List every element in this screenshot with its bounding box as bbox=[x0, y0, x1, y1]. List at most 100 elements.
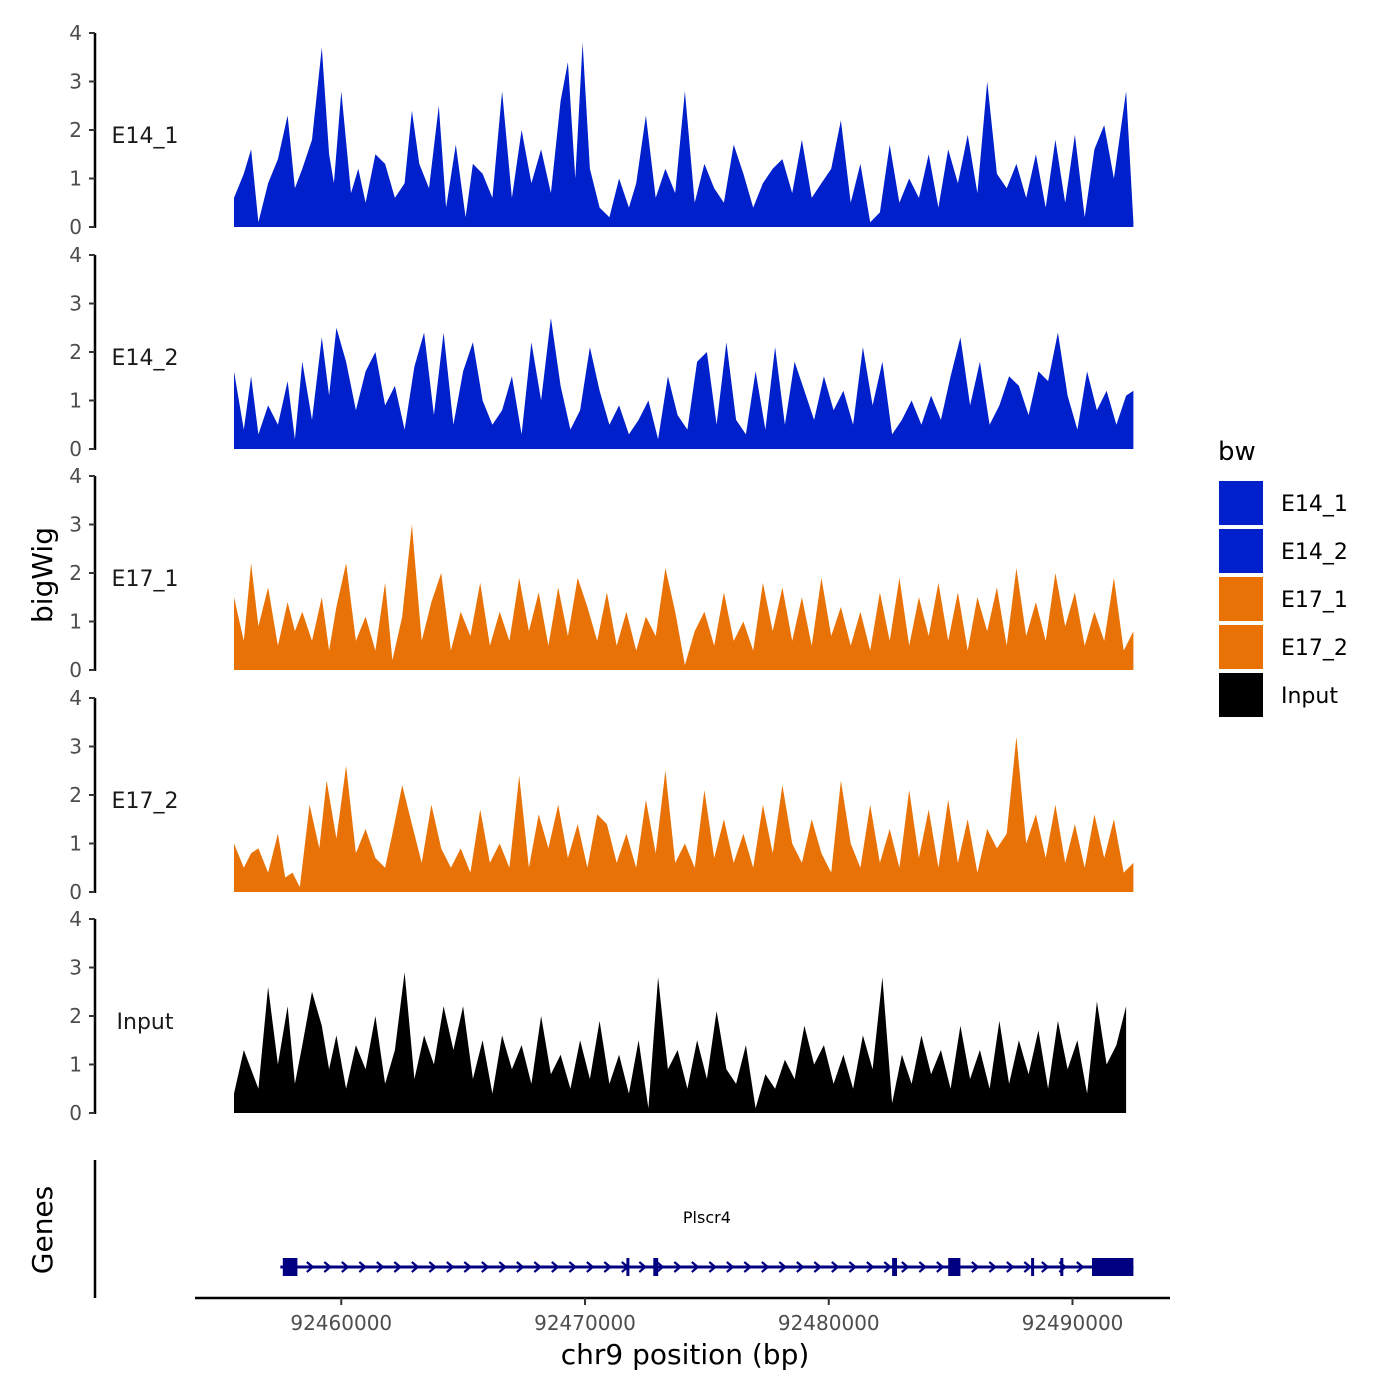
strand-arrow bbox=[323, 1261, 333, 1273]
area-Input bbox=[234, 972, 1127, 1113]
y-tick-label: 4 bbox=[69, 464, 82, 488]
track-label: E14_1 bbox=[112, 124, 179, 149]
strand-arrow bbox=[1041, 1261, 1050, 1273]
track-Input: 0 1 2 3 4 Input bbox=[69, 907, 1127, 1125]
strand-arrow bbox=[358, 1261, 368, 1273]
y-tick-label: 4 bbox=[69, 907, 82, 931]
strand-arrow bbox=[1006, 1261, 1015, 1273]
y-tick-label: 2 bbox=[69, 1004, 82, 1028]
legend-swatch bbox=[1217, 575, 1265, 623]
strand-arrow bbox=[778, 1261, 788, 1273]
strand-arrow bbox=[918, 1261, 928, 1273]
strand-arrow bbox=[708, 1261, 718, 1273]
strand-arrow bbox=[866, 1261, 875, 1273]
y-tick-label: 1 bbox=[69, 389, 82, 413]
strand-arrow bbox=[586, 1261, 595, 1273]
strand-arrow bbox=[376, 1261, 385, 1273]
y-tick-label: 1 bbox=[69, 610, 82, 634]
y-tick-label: 0 bbox=[69, 1101, 82, 1125]
strand-arrow bbox=[761, 1261, 770, 1273]
track-E17_2: 0 1 2 3 4 E17_2 bbox=[69, 686, 1134, 904]
strand-arrow bbox=[341, 1261, 350, 1273]
strand-arrow bbox=[446, 1261, 455, 1273]
track-label: E17_1 bbox=[112, 567, 179, 592]
strand-arrow bbox=[393, 1261, 403, 1273]
area-E14_1 bbox=[234, 42, 1134, 228]
strand-arrow bbox=[743, 1261, 753, 1273]
y-tick-label: 2 bbox=[69, 340, 82, 364]
legend-label: E14_1 bbox=[1281, 492, 1348, 517]
strand-arrow bbox=[306, 1261, 315, 1273]
legend-label: Input bbox=[1281, 684, 1338, 709]
strand-arrow bbox=[498, 1261, 508, 1273]
strand-arrow bbox=[936, 1261, 945, 1273]
x-tick-label: 92490000 bbox=[1022, 1311, 1124, 1335]
strand-arrow bbox=[901, 1261, 910, 1273]
exon bbox=[1060, 1258, 1064, 1276]
track-label: E14_2 bbox=[112, 346, 179, 371]
strand-arrow bbox=[533, 1261, 543, 1273]
strand-arrow bbox=[481, 1261, 490, 1273]
exon bbox=[948, 1258, 961, 1276]
y-tick-label: 4 bbox=[69, 21, 82, 45]
track-label: Input bbox=[117, 1010, 174, 1035]
legend: E14_1 E14_2 E17_1 E17_2 Input bbox=[1217, 479, 1348, 719]
y-tick-label: 2 bbox=[69, 783, 82, 807]
strand-arrow bbox=[411, 1261, 420, 1273]
track-E14_1: 0 1 2 3 4 E14_1 bbox=[69, 21, 1134, 239]
panel-y-axis-title: bigWig bbox=[26, 527, 59, 623]
legend-label: E17_1 bbox=[1281, 588, 1348, 613]
y-tick-label: 4 bbox=[69, 243, 82, 267]
exon bbox=[892, 1258, 897, 1276]
legend-label: E17_2 bbox=[1281, 636, 1348, 661]
y-tick-label: 0 bbox=[69, 658, 82, 682]
area-E17_1 bbox=[234, 524, 1134, 670]
strand-arrow bbox=[638, 1261, 648, 1273]
legend-swatch bbox=[1217, 623, 1265, 671]
area-E14_2 bbox=[234, 318, 1134, 449]
y-tick-label: 2 bbox=[69, 561, 82, 585]
strand-arrow bbox=[691, 1261, 700, 1273]
strand-arrow bbox=[516, 1261, 525, 1273]
strand-arrow bbox=[813, 1261, 823, 1273]
strand-arrow bbox=[656, 1261, 665, 1273]
strand-arrow bbox=[568, 1261, 578, 1273]
strand-arrow bbox=[831, 1261, 840, 1273]
strand-arrow bbox=[848, 1261, 858, 1273]
strand-arrow bbox=[1076, 1261, 1085, 1273]
y-tick-label: 0 bbox=[69, 215, 82, 239]
y-tick-label: 3 bbox=[69, 292, 82, 316]
strand-arrow bbox=[971, 1261, 980, 1273]
strand-arrow bbox=[726, 1261, 735, 1273]
x-axis: 92460000 92470000 92480000 92490000 bbox=[195, 1296, 1170, 1335]
exon bbox=[626, 1258, 630, 1276]
y-tick-label: 1 bbox=[69, 167, 82, 191]
exon bbox=[1092, 1258, 1134, 1276]
x-tick-label: 92480000 bbox=[778, 1311, 880, 1335]
y-tick-label: 3 bbox=[69, 513, 82, 537]
strand-arrow bbox=[551, 1261, 560, 1273]
strand-arrow bbox=[463, 1261, 473, 1273]
gene-label: Plscr4 bbox=[683, 1208, 731, 1227]
strand-arrow bbox=[796, 1261, 805, 1273]
y-tick-label: 3 bbox=[69, 735, 82, 759]
x-axis-title: chr9 position (bp) bbox=[561, 1338, 810, 1371]
legend-label: E14_2 bbox=[1281, 540, 1348, 565]
y-tick-label: 1 bbox=[69, 1053, 82, 1077]
legend-title: bw bbox=[1218, 437, 1256, 467]
x-tick-label: 92460000 bbox=[290, 1311, 392, 1335]
strand-arrow bbox=[603, 1261, 613, 1273]
exon bbox=[282, 1258, 298, 1276]
gene-track: Plscr4 bbox=[93, 1160, 1134, 1298]
legend-swatch bbox=[1217, 671, 1265, 719]
exon bbox=[1031, 1258, 1035, 1276]
track-label: E17_2 bbox=[112, 789, 179, 814]
y-tick-label: 3 bbox=[69, 70, 82, 94]
y-tick-label: 2 bbox=[69, 118, 82, 142]
exon bbox=[653, 1258, 659, 1276]
area-E17_2 bbox=[234, 736, 1134, 892]
strand-arrow bbox=[883, 1261, 893, 1273]
y-tick-label: 4 bbox=[69, 686, 82, 710]
y-tick-label: 1 bbox=[69, 832, 82, 856]
